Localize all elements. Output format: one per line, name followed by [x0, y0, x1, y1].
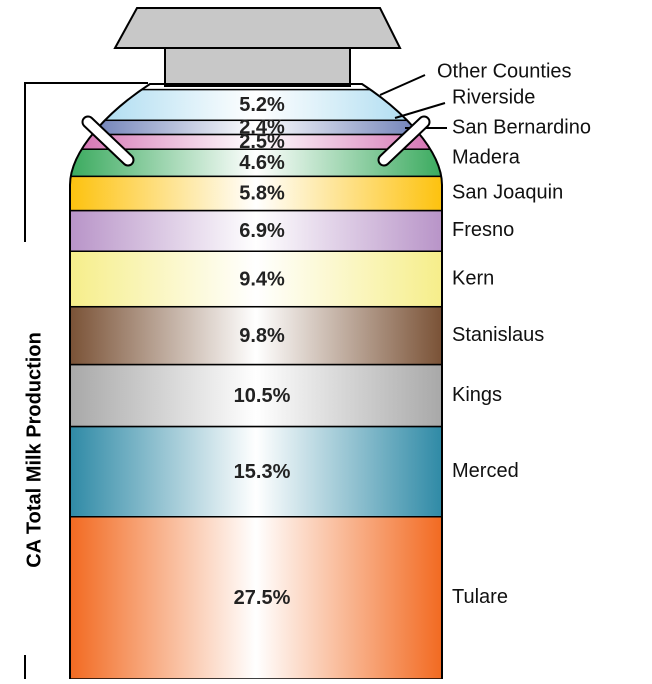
- category-label: San Bernardino: [452, 116, 591, 138]
- value-label: 5.8%: [239, 183, 285, 205]
- value-label: 2.4%: [239, 117, 285, 139]
- value-label: 5.2%: [239, 94, 285, 116]
- category-label: Riverside: [452, 86, 535, 108]
- value-label: 27.5%: [234, 587, 291, 609]
- category-label: Stanislaus: [452, 324, 544, 346]
- category-label: Madera: [452, 146, 521, 168]
- value-label: 6.9%: [239, 220, 285, 242]
- category-label: San Joaquin: [452, 182, 563, 204]
- value-label: 9.4%: [239, 268, 285, 290]
- leader-line: [380, 75, 425, 95]
- value-label: 15.3%: [234, 461, 291, 483]
- category-label: Fresno: [452, 219, 514, 241]
- value-label: 9.8%: [239, 325, 285, 347]
- axis-label: CA Total Milk Production: [23, 332, 45, 568]
- value-label: 10.5%: [234, 385, 291, 407]
- chart: CA Total Milk Production 27.5% Tulare 15.3…: [0, 0, 652, 679]
- category-label: Merced: [452, 460, 519, 482]
- category-label: Kings: [452, 384, 502, 406]
- value-label: 4.6%: [239, 152, 285, 174]
- lid: [115, 8, 400, 48]
- category-label: Tulare: [452, 586, 508, 608]
- category-label: Other Counties: [437, 60, 572, 82]
- neck: [165, 48, 350, 86]
- category-label: Kern: [452, 267, 494, 289]
